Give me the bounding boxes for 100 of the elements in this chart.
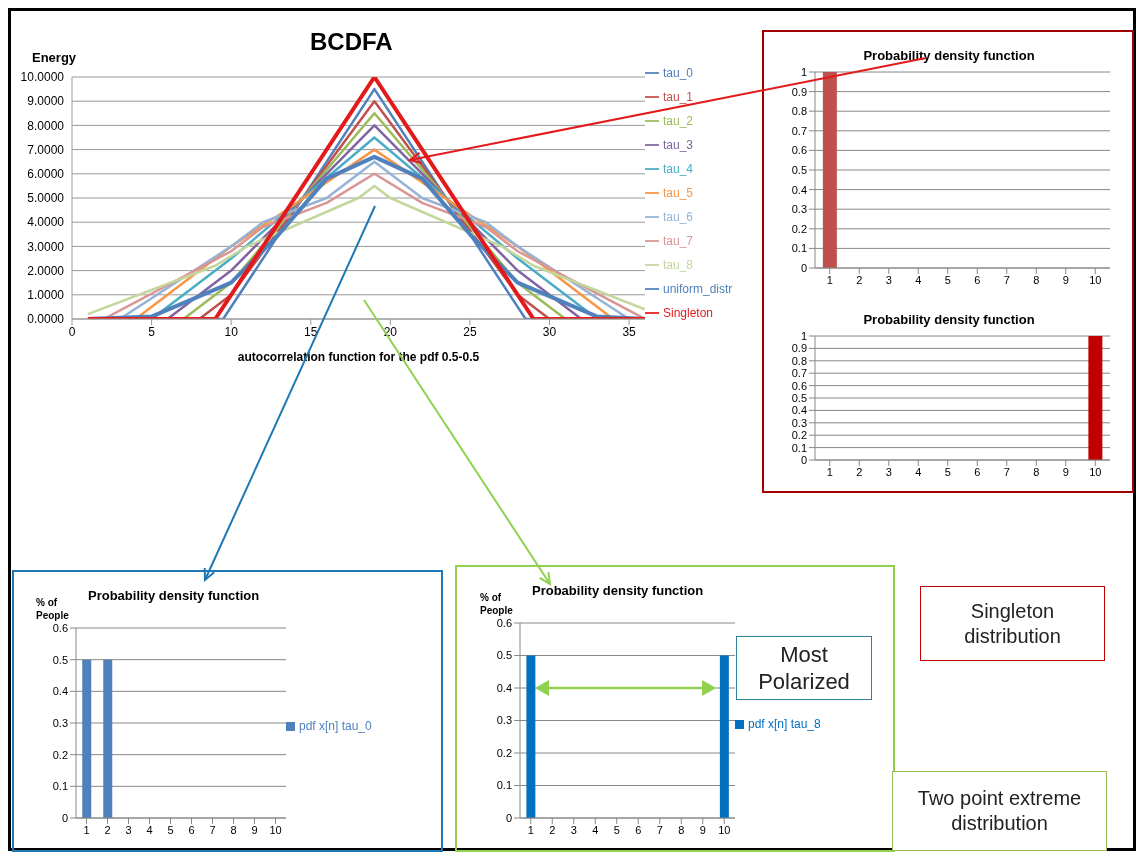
x-tick-label: 4: [592, 823, 599, 836]
x-tick-label: 15: [304, 324, 318, 339]
text: Singleton distribution: [920, 586, 1105, 661]
x-tick-label: 5: [944, 465, 951, 478]
y-tick-label: 0: [800, 261, 807, 274]
legend-label: Singleton: [663, 305, 714, 320]
y-tick-label: 1.0000: [27, 288, 65, 303]
y-tick-label: 9.0000: [27, 94, 65, 109]
legend-label: tau_3: [663, 137, 694, 152]
y-tick-label: 0.3: [791, 416, 807, 429]
x-tick-label: 6: [188, 823, 195, 836]
x-tick-label: 2: [104, 823, 111, 836]
y-tick-label: 10.0000: [20, 70, 65, 85]
y-tick-label: 0.2: [791, 222, 807, 235]
legend-label: tau_4: [663, 161, 694, 176]
x-tick-label: 6: [974, 273, 981, 286]
x-tick-label: 3: [885, 273, 892, 286]
y-tick-label: 0.6: [791, 379, 807, 392]
x-tick-label: 25: [463, 324, 477, 339]
y-tick-label: 0.4: [791, 404, 807, 417]
y-tick-label: 0: [61, 811, 68, 824]
x-tick-label: 3: [125, 823, 132, 836]
chart-title: Probability density function: [862, 48, 1036, 63]
x-tick-label: 3: [885, 465, 892, 478]
x-tick-label: 9: [1062, 273, 1069, 286]
y-tick-label: 0.1: [791, 441, 807, 454]
x-tick-label: 5: [613, 823, 620, 836]
x-tick-label: 10: [1089, 465, 1102, 478]
x-tick-label: 8: [678, 823, 685, 836]
x-tick-label: 30: [542, 324, 557, 339]
y-tick-label: 0.1: [791, 242, 807, 255]
x-tick-label: 5: [148, 324, 156, 339]
y-tick-label: 0.7: [791, 124, 807, 137]
y-tick-label: 3.0000: [27, 239, 65, 254]
x-tick-label: 6: [635, 823, 642, 836]
y-tick-label: 0.4: [496, 681, 512, 694]
x-tick-label: 10: [224, 324, 239, 339]
legend-label: tau_1: [663, 89, 694, 104]
x-tick-label: 9: [699, 823, 706, 836]
chart-title: Probability density function: [532, 583, 705, 598]
y-tick-label: 7.0000: [27, 142, 65, 157]
y-tick-label: 0: [505, 811, 512, 824]
y-tick-label: 0.6: [52, 621, 68, 634]
y-tick-label: 0.6: [791, 144, 807, 157]
text: Two point extreme distribution: [892, 771, 1107, 851]
legend-label: uniform_distr: [663, 281, 733, 296]
y-tick-label: 0.6: [496, 616, 512, 629]
y-tick-label: 0.3: [496, 714, 512, 727]
y-tick-label: 6.0000: [27, 167, 65, 182]
y-tick-label: 0.5: [791, 391, 807, 404]
x-tick-label: 1: [83, 823, 90, 836]
x-tick-label: 2: [856, 273, 863, 286]
x-tick-label: 35: [622, 324, 637, 339]
y-tick-label: 0.5: [52, 653, 68, 666]
text: Most Polarized: [736, 636, 872, 700]
x-tick-label: 6: [974, 465, 981, 478]
chart-title: BCDFA: [310, 28, 393, 56]
legend-label: pdf x[n] tau_0: [299, 719, 372, 733]
x-tick-label: 8: [230, 823, 237, 836]
chart-title: Probability density function: [88, 588, 261, 603]
y-tick-label: 0.9: [791, 342, 807, 355]
x-tick-label: 20: [383, 324, 398, 339]
y-tick-label: 0.8: [791, 354, 807, 367]
y-axis-title: Energy: [32, 50, 77, 65]
legend-label: tau_6: [663, 209, 694, 224]
y-tick-label: 0.4: [52, 685, 68, 698]
x-tick-label: 10: [269, 823, 282, 836]
y-tick-label: 8.0000: [27, 118, 65, 133]
y-tick-label: 4.0000: [27, 215, 65, 230]
y-tick-label: 0.4: [791, 183, 807, 196]
x-tick-label: 1: [527, 823, 534, 836]
y-tick-label: 0.8: [791, 105, 807, 118]
legend-label: tau_8: [663, 257, 694, 272]
y-tick-label: 0.0000: [27, 312, 65, 327]
legend-label: tau_0: [663, 65, 694, 80]
y-tick-label: 0.7: [791, 367, 807, 380]
x-tick-label: 5: [944, 273, 951, 286]
x-tick-label: 7: [656, 823, 663, 836]
y-tick-label: 0.3: [52, 716, 68, 729]
legend-label: tau_2: [663, 113, 694, 128]
x-tick-label: 9: [1062, 465, 1069, 478]
x-tick-label: 8: [1033, 273, 1040, 286]
y-tick-label: 0.2: [52, 748, 68, 761]
y-tick-label: 0.1: [52, 780, 68, 793]
y-axis-title: % of People: [36, 596, 70, 622]
x-tick-label: 9: [251, 823, 258, 836]
x-tick-label: 1: [826, 465, 833, 478]
legend-label: tau_5: [663, 185, 694, 200]
x-tick-label: 1: [826, 273, 833, 286]
y-tick-label: 0.1: [496, 779, 512, 792]
x-tick-label: 5: [167, 823, 174, 836]
chart-title: Probability density function: [862, 312, 1036, 327]
y-tick-label: 0.2: [791, 429, 807, 442]
y-tick-label: 0.5: [496, 649, 512, 662]
x-tick-label: 3: [570, 823, 577, 836]
y-tick-label: 0.2: [496, 746, 512, 759]
legend-label: pdf x[n] tau_8: [748, 716, 821, 731]
legend-label: tau_7: [663, 233, 694, 248]
y-tick-label: 1: [800, 65, 807, 78]
x-tick-label: 2: [856, 465, 863, 478]
